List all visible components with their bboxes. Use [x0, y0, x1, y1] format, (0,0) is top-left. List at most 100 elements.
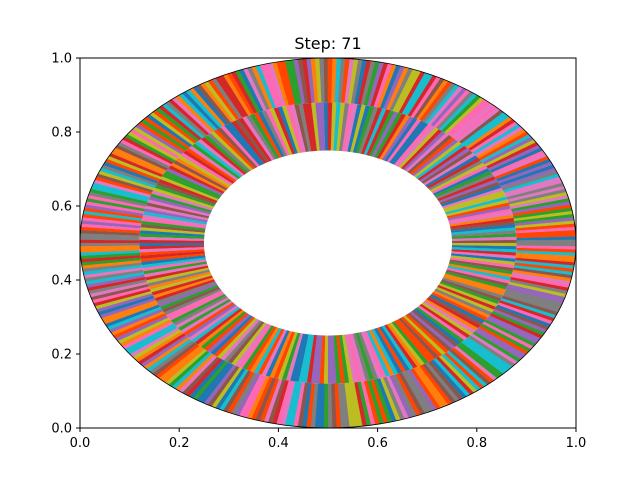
ring-2-slice [441, 187, 503, 209]
ring-1-slice [226, 72, 255, 115]
ring-1-slice [120, 319, 172, 347]
ring-2-slice [450, 220, 515, 231]
ring-1-slice [476, 327, 527, 357]
ring-1-slice [392, 374, 418, 417]
y-tick-label: 0.8 [51, 126, 72, 141]
ring-1-slice [276, 380, 293, 425]
ring-2-slice [409, 136, 456, 175]
ring-1-slice [509, 194, 569, 209]
ring-2-slice [139, 249, 205, 256]
ring-1-slice [80, 226, 141, 234]
ring-1-slice [109, 309, 164, 333]
ring-2-slice [156, 281, 217, 305]
ring-1-slice [468, 335, 516, 367]
ring-1-slice [263, 378, 283, 423]
ring-1-slice [398, 372, 426, 415]
ring-1-slice [89, 281, 148, 298]
ring-1-slice [243, 375, 267, 419]
ring-1-slice [376, 64, 397, 108]
ring-1-slice [474, 329, 524, 360]
ring-1-slice [247, 375, 271, 420]
ring-2-slice [428, 160, 483, 191]
ring-2-slice [161, 173, 221, 200]
ring-2-slice [429, 162, 486, 193]
ring-2-slice [451, 249, 517, 256]
ring-2-slice [141, 255, 206, 266]
ring-2-slice [384, 117, 418, 162]
ring-1-slice [474, 126, 524, 157]
ring-1-slice [175, 95, 215, 133]
ring-1-slice [500, 167, 557, 189]
ring-1-slice [80, 243, 140, 247]
ring-1-slice [223, 370, 252, 413]
ring-2-slice [286, 333, 304, 381]
ring-1-slice [158, 345, 203, 381]
ring-2-slice [400, 129, 443, 170]
ring-2-slice [431, 292, 488, 321]
ring-2-slice [210, 315, 254, 355]
ring-2-slice [423, 300, 476, 334]
ring-1-slice [492, 308, 548, 333]
ring-1-slice [306, 58, 315, 103]
ring-1-slice [508, 281, 567, 298]
ring-2-slice [148, 271, 212, 290]
ring-1-slice [80, 252, 141, 260]
ring-2-slice [373, 112, 403, 158]
ring-1-slice [284, 381, 299, 426]
ring-2-slice [166, 290, 224, 318]
ring-1-slice [327, 58, 333, 103]
ring-1-slice [89, 188, 148, 205]
ring-2-slice [330, 102, 337, 151]
ring-2-slice [238, 117, 272, 162]
ring-2-slice [238, 324, 272, 369]
ring-2-slice [245, 114, 277, 160]
ring-1-slice [101, 164, 158, 187]
ring-1-slice [419, 364, 453, 405]
ring-1-slice [88, 279, 147, 295]
ring-1-slice [416, 79, 449, 121]
ring-2-slice [164, 288, 222, 316]
ring-2-slice [156, 182, 217, 205]
ring-1-slice [175, 353, 215, 391]
ring-2-slice [439, 281, 500, 304]
ring-1-slice [492, 153, 547, 177]
ring-1-slice [515, 255, 576, 263]
ring-2-slice [363, 108, 387, 156]
ring-1-slice [239, 374, 264, 417]
ring-1-slice [514, 259, 575, 269]
ring-2-slice [183, 150, 235, 184]
ring-1-slice [143, 116, 191, 150]
ring-1-slice [119, 139, 172, 167]
ring-2-slice [150, 273, 212, 293]
ring-1-slice [90, 185, 149, 203]
ring-2-slice [368, 329, 395, 376]
ring-2-slice [355, 105, 375, 154]
ring-1-slice [192, 86, 229, 126]
ring-1-slice [146, 114, 193, 148]
ring-2-slice [431, 165, 488, 194]
ring-1-slice [158, 105, 202, 141]
ring-1-slice [456, 343, 501, 379]
ring-1-slice [501, 170, 558, 191]
ring-2-slice [450, 253, 516, 262]
ring-1-slice [155, 344, 200, 379]
ring-2-slice [140, 253, 206, 263]
ring-1-slice [513, 210, 573, 222]
ring-2-slice [449, 259, 514, 272]
ring-1-slice [104, 159, 161, 182]
ring-1-slice [413, 78, 445, 119]
ring-1-slice [189, 359, 226, 399]
ring-2-slice [194, 141, 243, 178]
ring-2-slice [333, 102, 341, 151]
ring-2-slice [403, 315, 446, 355]
ring-2-slice [194, 308, 243, 345]
ring-1-slice [92, 182, 150, 200]
ring-1-slice [370, 379, 389, 424]
ring-1-slice [425, 362, 460, 402]
ring-1-slice [363, 61, 380, 106]
ring-2-slice [330, 335, 337, 384]
ring-1-slice [344, 58, 354, 104]
ring-1-slice [463, 114, 510, 148]
ring-2-slice [253, 328, 283, 374]
ring-2-slice [141, 221, 206, 231]
